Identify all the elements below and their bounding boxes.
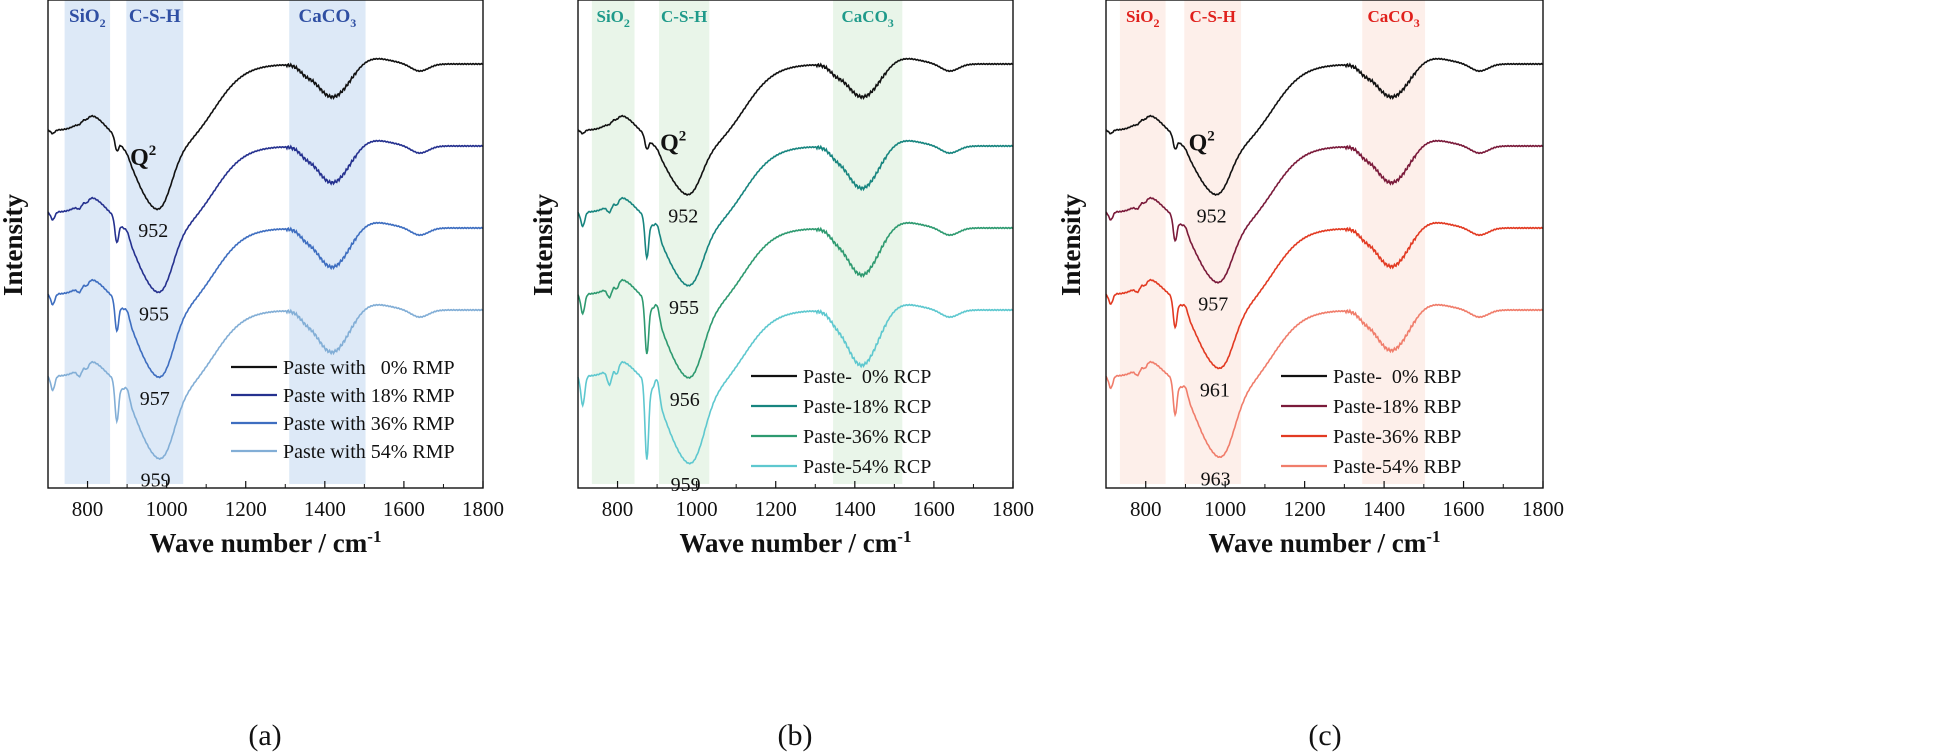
chart-panel-1: SiO2 C-S-H CaCO3 952 Q2 955 957 959 800 1000 1200 1… [0, 0, 504, 752]
band-label-2: C-S-H [661, 7, 707, 26]
panel-caption: (a) [248, 719, 281, 752]
peak-label-1: 952 [1197, 205, 1227, 227]
spectrum-line-1 [47, 57, 484, 211]
peak-label-2: 955 [139, 303, 169, 325]
panel-caption: (c) [1308, 719, 1341, 752]
x-tick-label-800: 800 [1130, 497, 1162, 521]
x-tick-label-1800: 1800 [1522, 497, 1564, 521]
y-axis-title: Intensity [0, 193, 28, 296]
peak-label-3: 956 [670, 389, 700, 411]
band-region-3 [833, 0, 903, 484]
band-region-2 [659, 0, 710, 484]
chart-panel-3: SiO2 C-S-H CaCO3 952 Q2 957 961 963 800 1000 1200 1… [1056, 0, 1564, 752]
legend-label-4: Paste with 54% RMP [283, 441, 455, 463]
spectrum-line-3 [1105, 221, 1544, 370]
plot-frame [47, 0, 484, 489]
x-axis-title: Wave number / cm-1 [1209, 527, 1441, 558]
x-tick-label-1600: 1600 [1443, 497, 1485, 521]
x-tick-label-1600: 1600 [913, 497, 955, 521]
spectrum-line-3 [47, 221, 484, 379]
x-tick-label-1000: 1000 [676, 497, 718, 521]
q2-label: Q2 [1189, 128, 1215, 156]
x-tick-label-1800: 1800 [462, 497, 504, 521]
band-label-2: C-S-H [1190, 7, 1236, 26]
legend-label-2: Paste-18% RBP [1333, 396, 1461, 418]
peak-label-2: 957 [1198, 294, 1228, 316]
plot-frame [1105, 0, 1544, 489]
peak-label-3: 961 [1200, 379, 1230, 401]
legend-label-3: Paste-36% RBP [1333, 426, 1461, 448]
band-region-1 [1119, 0, 1166, 484]
x-tick-label-800: 800 [602, 497, 634, 521]
spectrum-line-4 [47, 303, 484, 461]
peak-label-1: 952 [138, 220, 168, 242]
x-tick-label-1600: 1600 [383, 497, 425, 521]
legend-label-2: Paste-18% RCP [803, 396, 931, 418]
x-tick-label-1200: 1200 [225, 497, 267, 521]
spectrum-line-4 [577, 303, 1014, 465]
band-label-1: SiO2 [69, 6, 106, 30]
legend-label-1: Paste with 0% RMP [283, 357, 455, 379]
x-tick-label-1800: 1800 [992, 497, 1034, 521]
peak-label-4: 963 [1201, 469, 1231, 491]
band-label-3: CaCO3 [299, 6, 357, 30]
x-tick-label-1000: 1000 [1204, 497, 1246, 521]
peak-label-4: 959 [671, 474, 701, 496]
panel-caption: (b) [778, 719, 813, 752]
legend-label-1: Paste- 0% RBP [1333, 366, 1461, 388]
spectrum-line-3 [577, 221, 1014, 379]
spectrum-line-1 [1105, 57, 1544, 196]
legend-label-4: Paste-54% RBP [1333, 456, 1461, 478]
x-tick-label-1400: 1400 [1363, 497, 1405, 521]
spectrum-line-1 [577, 57, 1014, 196]
band-label-1: SiO2 [1126, 7, 1159, 30]
band-label-3: CaCO3 [1367, 7, 1419, 30]
y-axis-title: Intensity [1056, 193, 1086, 296]
legend-label-3: Paste-36% RCP [803, 426, 931, 448]
plot-frame [577, 0, 1014, 489]
peak-label-2: 955 [669, 297, 699, 319]
x-axis-title: Wave number / cm-1 [680, 527, 912, 558]
chart-panel-2: SiO2 C-S-H CaCO3 952 Q2 955 956 959 800 1000 1200 1… [528, 0, 1034, 752]
band-label-2: C-S-H [129, 6, 181, 27]
band-label-3: CaCO3 [842, 7, 894, 30]
spectrum-line-2 [1105, 139, 1544, 284]
x-tick-label-1200: 1200 [755, 497, 797, 521]
x-tick-label-1000: 1000 [146, 497, 188, 521]
band-region-1 [64, 0, 111, 484]
peak-label-1: 952 [668, 205, 698, 227]
band-label-1: SiO2 [596, 7, 629, 30]
legend-label-3: Paste with 36% RMP [283, 413, 455, 435]
peak-label-3: 957 [140, 388, 170, 410]
band-region-2 [1184, 0, 1242, 484]
x-axis-title: Wave number / cm-1 [150, 527, 382, 558]
spectrum-line-2 [577, 139, 1014, 287]
spectrum-line-2 [47, 139, 484, 294]
q2-label: Q2 [660, 128, 686, 156]
peak-label-4: 959 [141, 469, 171, 491]
x-tick-label-1400: 1400 [834, 497, 876, 521]
spectrum-line-4 [1105, 303, 1544, 459]
legend-label-4: Paste-54% RCP [803, 456, 931, 478]
x-tick-label-1200: 1200 [1284, 497, 1326, 521]
legend-label-2: Paste with 18% RMP [283, 385, 455, 407]
y-axis-title: Intensity [528, 193, 558, 296]
band-region-1 [591, 0, 635, 484]
q2-label: Q2 [130, 143, 156, 171]
band-region-2 [126, 0, 184, 484]
legend-label-1: Paste- 0% RCP [803, 366, 931, 388]
x-tick-label-800: 800 [72, 497, 104, 521]
x-tick-label-1400: 1400 [304, 497, 346, 521]
